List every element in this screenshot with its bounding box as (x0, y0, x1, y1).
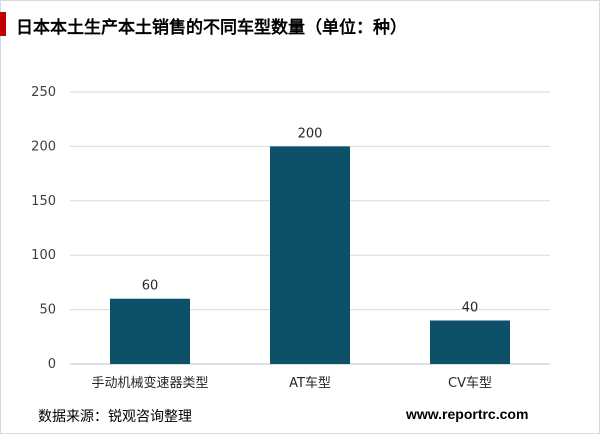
y-tick-label: 0 (48, 357, 56, 372)
data-label: 60 (142, 279, 159, 294)
title-accent-bar (0, 12, 6, 36)
bars (110, 146, 510, 364)
y-tick-label: 150 (31, 194, 56, 209)
data-labels: 60 200 40 (142, 126, 479, 315)
x-axis: 手动机械变速器类型 AT车型 CV车型 (91, 375, 492, 391)
y-tick-label: 200 (31, 139, 56, 154)
bar (430, 320, 510, 364)
data-label: 40 (462, 300, 479, 315)
y-tick-label: 50 (39, 303, 56, 318)
data-label: 200 (298, 126, 323, 141)
bar (270, 146, 350, 364)
y-tick-label: 250 (31, 85, 56, 100)
website-link[interactable]: www.reportrc.com (406, 406, 529, 422)
chart-title: 日本本土生产本土销售的不同车型数量（单位：种） (16, 18, 407, 38)
x-tick-label: CV车型 (448, 375, 492, 391)
x-tick-label: 手动机械变速器类型 (91, 375, 208, 391)
y-tick-label: 100 (31, 248, 56, 263)
x-tick-label: AT车型 (289, 375, 331, 391)
bar (110, 298, 190, 364)
source-note: 数据来源：锐观咨询整理 (38, 409, 192, 425)
y-axis: 0 50 100 150 200 250 (31, 85, 56, 372)
